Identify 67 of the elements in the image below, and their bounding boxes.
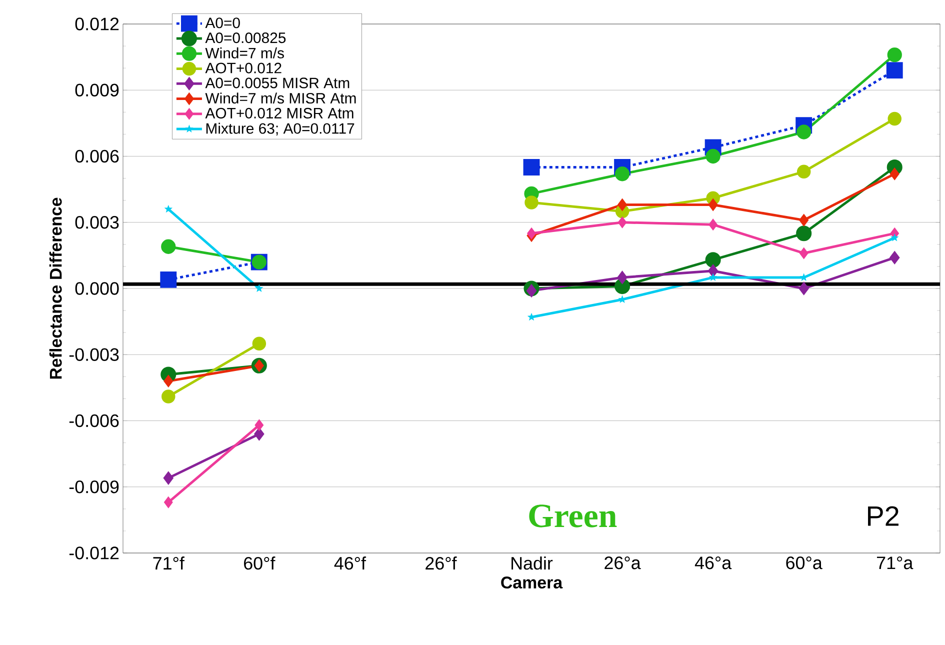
- y-axis-title: Reflectance Difference: [49, 198, 62, 379]
- point: [890, 251, 900, 264]
- point: [706, 148, 720, 164]
- x-tick-label: Nadir: [512, 556, 553, 570]
- point: [614, 166, 630, 182]
- legend-label: A0=0.00825: [205, 32, 286, 44]
- x-tick-label: 71°a: [876, 556, 914, 570]
- point: [618, 216, 627, 228]
- point: [161, 239, 176, 254]
- legend-label: Mixture 63; A0=0.0117: [206, 122, 354, 136]
- point: [618, 198, 627, 211]
- point: [164, 375, 174, 388]
- x-tick-label: 60°a: [786, 556, 822, 570]
- point: [162, 390, 176, 404]
- point: [164, 496, 173, 508]
- y-tick-label: -0.006: [69, 414, 119, 428]
- annotation: Green: [529, 504, 617, 528]
- point: [708, 273, 718, 281]
- point: [887, 48, 902, 62]
- point: [524, 196, 538, 210]
- point: [252, 336, 266, 350]
- point: [796, 164, 811, 179]
- point: [255, 284, 264, 292]
- point: [708, 198, 718, 211]
- point: [527, 228, 536, 239]
- y-tick-label: 0.006: [75, 150, 119, 163]
- point: [163, 472, 174, 484]
- point: [798, 282, 809, 295]
- y-tick-label: 0.012: [75, 18, 119, 30]
- point: [164, 204, 173, 213]
- point: [160, 271, 177, 288]
- y-tick-label: -0.012: [69, 546, 119, 560]
- legend-label: A0=0.0055 MISR Atm: [205, 78, 350, 88]
- annotation: P2: [868, 506, 898, 526]
- y-tick-label: 0.000: [75, 282, 119, 295]
- legend-label: AOT+0.012 MISR Atm: [205, 108, 354, 118]
- x-axis-title: Camera: [501, 576, 563, 589]
- point: [617, 271, 628, 284]
- point: [890, 168, 900, 180]
- point: [708, 219, 718, 230]
- legend-label: Wind=7 m/s MISR Atm: [205, 92, 356, 104]
- point: [799, 214, 809, 226]
- x-tick-label: 26°f: [426, 556, 457, 570]
- point: [890, 233, 899, 242]
- x-tick-label: 46°f: [334, 556, 366, 570]
- point: [523, 159, 540, 176]
- y-tick-label: 0.003: [75, 216, 119, 229]
- point: [800, 248, 808, 259]
- y-tick-label: 0.009: [75, 84, 119, 96]
- point: [254, 428, 264, 440]
- x-tick-label: 71°f: [153, 556, 184, 570]
- point: [705, 252, 721, 268]
- legend-label: A0=0: [205, 18, 240, 28]
- y-tick-label: -0.009: [69, 480, 119, 494]
- point: [254, 420, 264, 431]
- y-tick-label: -0.003: [69, 348, 119, 361]
- point: [796, 226, 812, 242]
- point: [886, 62, 903, 79]
- x-tick-label: 46°a: [694, 556, 732, 570]
- point: [796, 124, 812, 140]
- legend-label: Wind=7 m/s: [205, 47, 284, 58]
- point: [708, 264, 718, 278]
- legend-label: AOT+0.012: [205, 62, 282, 74]
- x-tick-label: 26°a: [604, 556, 641, 570]
- x-tick-label: 60°f: [244, 556, 276, 570]
- point: [526, 284, 537, 298]
- point: [888, 112, 902, 126]
